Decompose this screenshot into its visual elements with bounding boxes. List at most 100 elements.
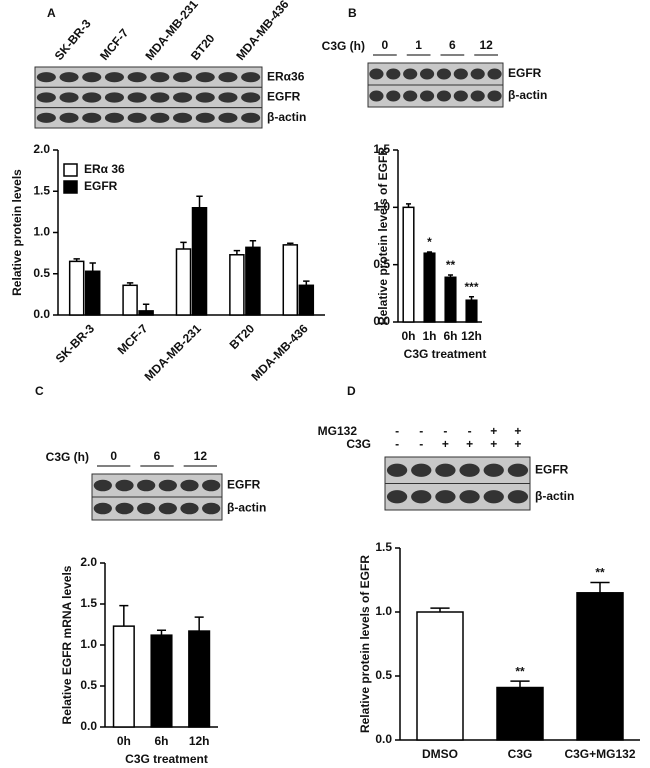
treatment-sign: + (466, 437, 473, 451)
error-bar (303, 280, 310, 286)
x-tick-label: 12h (189, 734, 210, 748)
blot-band (453, 68, 468, 80)
error-bar (180, 241, 187, 249)
y-tick-label: 0.5 (373, 257, 390, 271)
group-label: 0 (382, 38, 389, 52)
group-label: 1 (415, 38, 422, 52)
blot-band (369, 90, 384, 102)
treatment-sign: - (395, 424, 399, 438)
blot-band (195, 112, 215, 123)
blot-band (483, 490, 504, 504)
x-tick-label: 0h (117, 734, 131, 748)
legend-label: ERα 36 (84, 162, 125, 176)
blot-band (59, 112, 79, 123)
lane-label: SK-BR-3 (52, 16, 94, 63)
blot-strip (367, 84, 504, 108)
x-tick-label: 1h (422, 329, 436, 343)
blot-band (419, 68, 435, 80)
y-tick-label: 1.0 (375, 604, 392, 618)
blot-band (459, 490, 480, 504)
group-label: 12 (479, 38, 493, 52)
blot-band (137, 479, 156, 492)
treatment-sign: + (442, 437, 449, 451)
y-tick-label: 2.0 (33, 142, 50, 156)
x-tick-label: C3G (508, 747, 533, 761)
blot-band (82, 72, 102, 83)
blot-band (173, 112, 193, 123)
y-tick-label: 0.5 (33, 266, 50, 280)
bar (496, 686, 544, 741)
blot-band (483, 463, 504, 477)
significance: ** (515, 664, 525, 678)
x-tick-label: MCF-7 (115, 321, 151, 357)
blot-band (82, 112, 102, 123)
treatment-label: MG132 (318, 424, 358, 438)
bar (122, 284, 138, 316)
blot-band (180, 502, 199, 515)
bar (112, 625, 135, 728)
blot-band (507, 490, 529, 504)
blot-band (127, 92, 147, 103)
x-axis-label: C3G treatment (125, 752, 208, 766)
blot-band (173, 72, 193, 83)
bar (245, 246, 261, 316)
blot-row-label: EGFR (508, 66, 542, 80)
y-tick-label: 1.5 (33, 183, 50, 197)
lane-label: MDA-MB-436 (233, 0, 292, 63)
blot-band (470, 68, 485, 80)
legend-swatch (63, 163, 78, 177)
bar (282, 244, 299, 316)
blot-band (386, 90, 401, 102)
blot-band (218, 72, 238, 83)
treatment-sign: + (490, 437, 497, 451)
error-bar (119, 604, 129, 627)
blot-band (435, 490, 456, 504)
y-tick-label: 1.0 (33, 225, 50, 239)
x-tick-label: 0h (401, 329, 415, 343)
blot-band (470, 90, 485, 102)
error-bar (142, 303, 150, 311)
bar (84, 270, 101, 316)
blot-band (202, 502, 221, 515)
blot-row-label: β-actin (267, 110, 306, 124)
error-bar (196, 195, 203, 208)
y-tick-label: 0.0 (33, 307, 50, 321)
significance: ** (446, 258, 456, 272)
y-tick-label: 2.0 (80, 555, 97, 569)
x-tick-label: 6h (154, 734, 168, 748)
error-bar (468, 296, 475, 301)
blot-band (411, 463, 432, 477)
blot-band (59, 72, 79, 83)
blot-band (150, 72, 170, 83)
error-bar (430, 607, 450, 612)
significance: ** (595, 566, 605, 580)
y-tick-label: 0.0 (80, 719, 97, 733)
blot-row-label: EGFR (227, 478, 261, 492)
error-bar (73, 258, 80, 262)
y-tick-label: 0.5 (375, 668, 392, 682)
treatment-sign: + (490, 424, 497, 438)
blot-band (150, 92, 170, 103)
blot-band (36, 112, 56, 123)
blot-band (459, 463, 480, 477)
blot-row-label: β-actin (227, 501, 266, 515)
blot-band (137, 502, 156, 515)
blot-row-label: ERα36 (267, 69, 305, 83)
bar (191, 207, 208, 316)
blot-band (453, 90, 468, 102)
blot-header: C3G (h) (46, 450, 89, 464)
y-tick-label: 1.0 (80, 637, 97, 651)
blot-band (218, 112, 238, 123)
blot-band (115, 502, 134, 515)
blot-band (158, 479, 177, 492)
blot-band (93, 479, 112, 492)
lane-label: MCF-7 (97, 26, 132, 63)
error-bar (249, 240, 257, 248)
bar (416, 611, 464, 741)
blot-band (218, 92, 238, 103)
x-tick-label: DMSO (422, 747, 458, 761)
blot-band (241, 112, 261, 123)
blot-band (195, 72, 215, 83)
error-bar (233, 249, 241, 255)
group-label: 0 (110, 449, 117, 463)
